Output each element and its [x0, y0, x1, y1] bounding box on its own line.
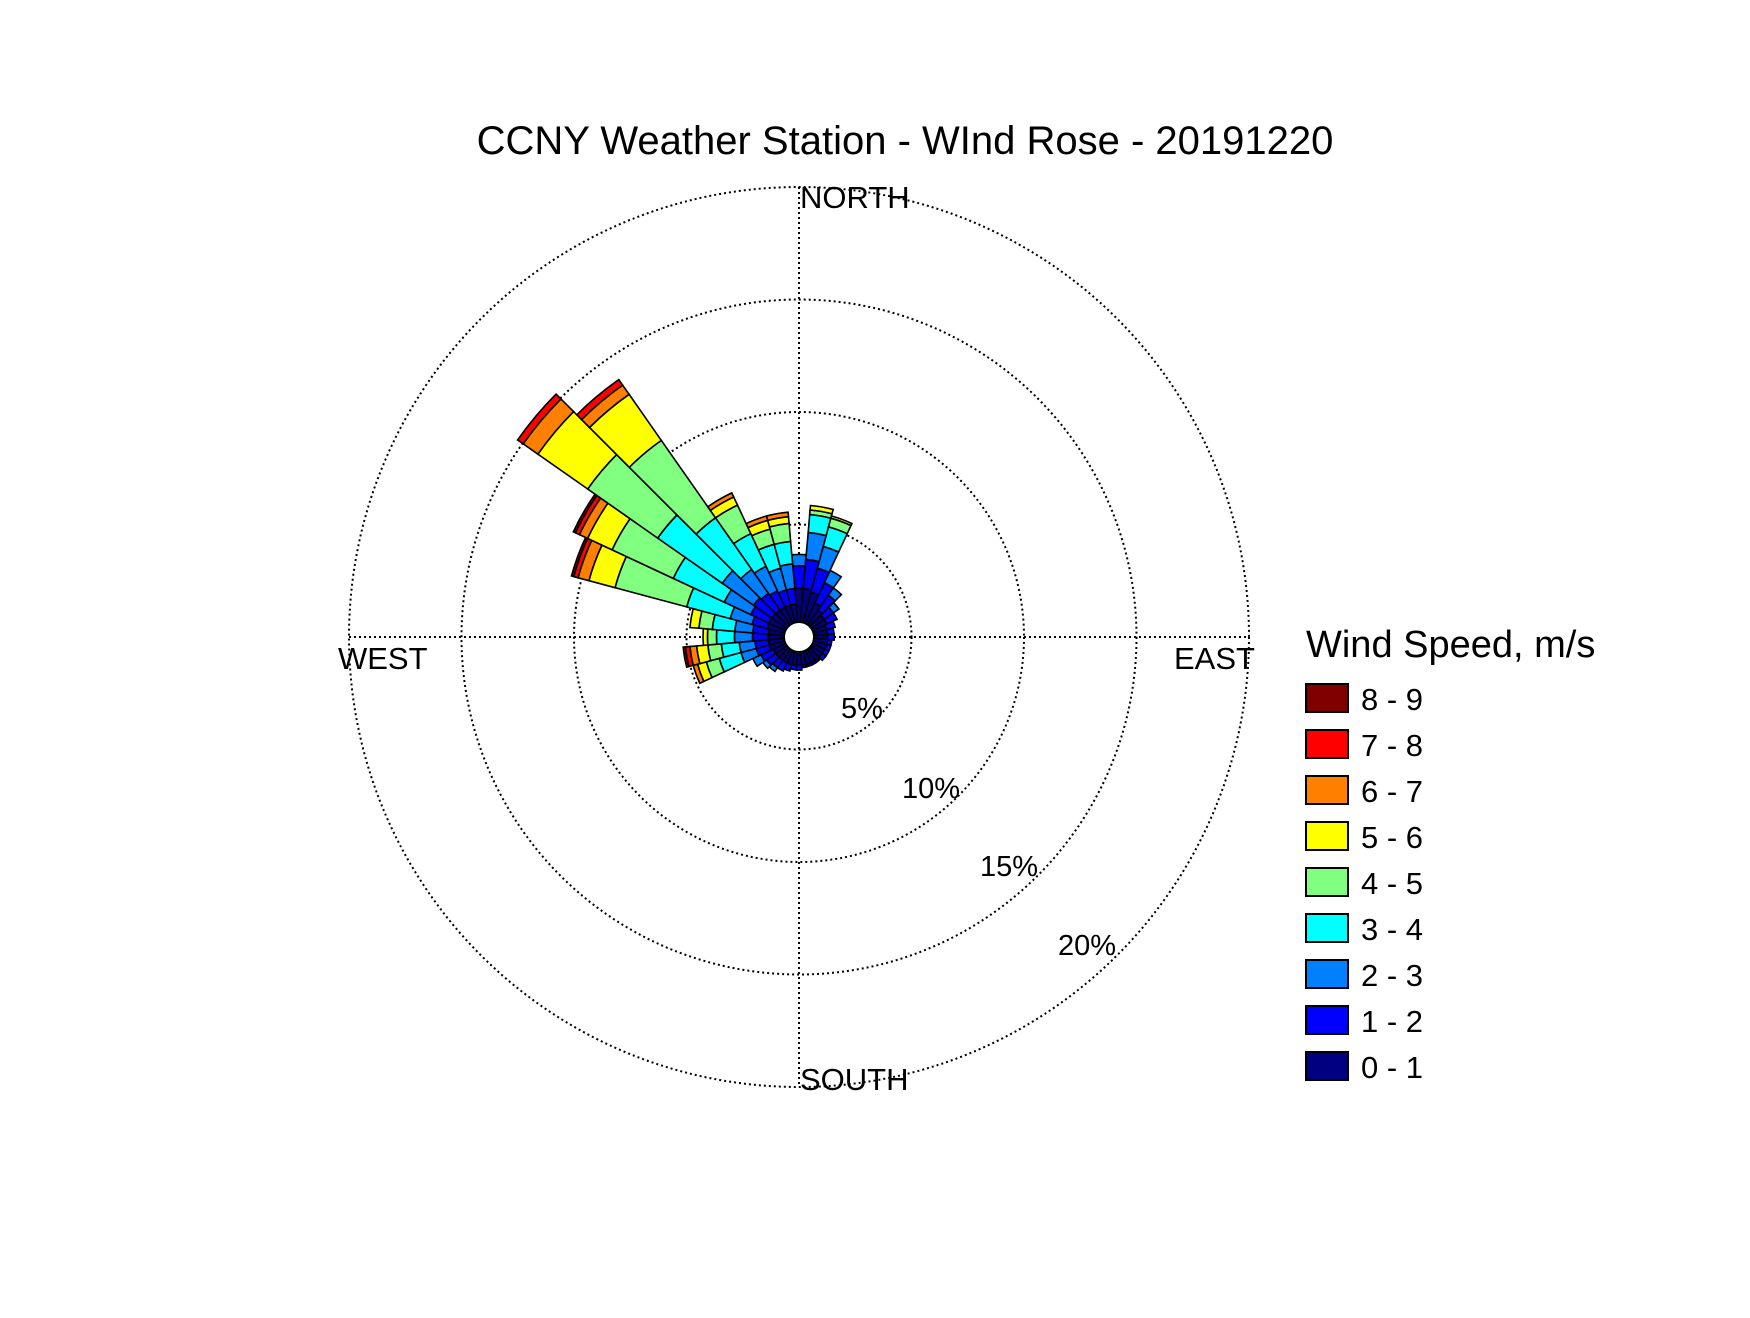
wedge-segment: [829, 515, 853, 527]
north-label: NORTH: [800, 180, 910, 215]
legend-swatch: [1305, 1005, 1349, 1035]
legend-label: 1 - 2: [1361, 1004, 1423, 1039]
wedge-segment: [827, 601, 841, 615]
wedge-segment: [790, 553, 808, 567]
legend-label: 7 - 8: [1361, 728, 1423, 763]
legend-swatch: [1305, 729, 1349, 759]
grid-ring-15: [460, 298, 1138, 976]
east-label: EAST: [1174, 641, 1255, 676]
legend-label: 2 - 3: [1361, 958, 1423, 993]
legend-label: 0 - 1: [1361, 1050, 1423, 1085]
wedge-segment: [765, 511, 790, 522]
grid-ring-5: [685, 523, 913, 751]
legend-swatch: [1305, 1051, 1349, 1081]
legend-swatch: [1305, 959, 1349, 989]
legend-swatch: [1305, 775, 1349, 805]
legend-label: 8 - 9: [1361, 682, 1423, 717]
legend-swatch: [1305, 867, 1349, 897]
legend-label: 6 - 7: [1361, 774, 1423, 809]
legend-title: Wind Speed, m/s: [1306, 624, 1595, 666]
legend-label: 3 - 4: [1361, 912, 1423, 947]
wedge-segment: [827, 586, 843, 603]
legend-label: 4 - 5: [1361, 866, 1423, 901]
legend-label: 5 - 6: [1361, 820, 1423, 855]
wedge-segment: [702, 627, 709, 647]
wedge-segment: [682, 646, 690, 669]
south-label: SOUTH: [800, 1062, 909, 1097]
ring-label-10: 10%: [902, 773, 960, 805]
calm-center-circle: [783, 621, 815, 653]
legend-swatch: [1305, 683, 1349, 713]
legend-swatch: [1305, 821, 1349, 851]
wedge-segment: [715, 628, 736, 646]
wedge-segment: [575, 378, 624, 421]
ring-label-5: 5%: [841, 693, 883, 725]
ring-label-20: 20%: [1058, 930, 1116, 962]
chart-title: CCNY Weather Station - WInd Rose - 20191…: [477, 119, 1334, 163]
west-label: WEST: [338, 641, 428, 676]
wedge-segment: [823, 611, 839, 626]
wedge-segment: [706, 491, 735, 512]
wedge-segment: [826, 633, 836, 641]
wedge-segment: [516, 392, 563, 445]
wedge-segment: [706, 628, 718, 646]
wedge-segment: [809, 504, 835, 515]
ring-label-15: 15%: [980, 851, 1038, 883]
wedge-segment: [823, 569, 843, 590]
legend: Wind Speed, m/s 8 - 9 7 - 8 6 - 7 5 - 6 4 - …: [1305, 624, 1595, 1085]
legend-swatch: [1305, 913, 1349, 943]
legend-items: 8 - 9 7 - 8 6 - 7 5 - 6 4 - 5 3 - 4 2 - 3 1 - 2…: [1305, 682, 1423, 1085]
